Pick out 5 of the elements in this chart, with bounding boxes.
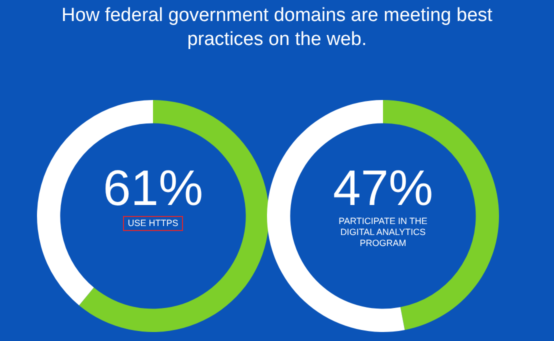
data-label: 61%	[102, 160, 204, 216]
chart-title: How federal government domains are meeting best practices on the web.	[60, 4, 494, 52]
text: PARTICIPATE IN THE DIGITAL ANALYTICS PROGRAM	[338, 216, 428, 249]
outline-box: USE HTTPS	[122, 216, 184, 231]
data-label: 47%	[332, 160, 434, 216]
